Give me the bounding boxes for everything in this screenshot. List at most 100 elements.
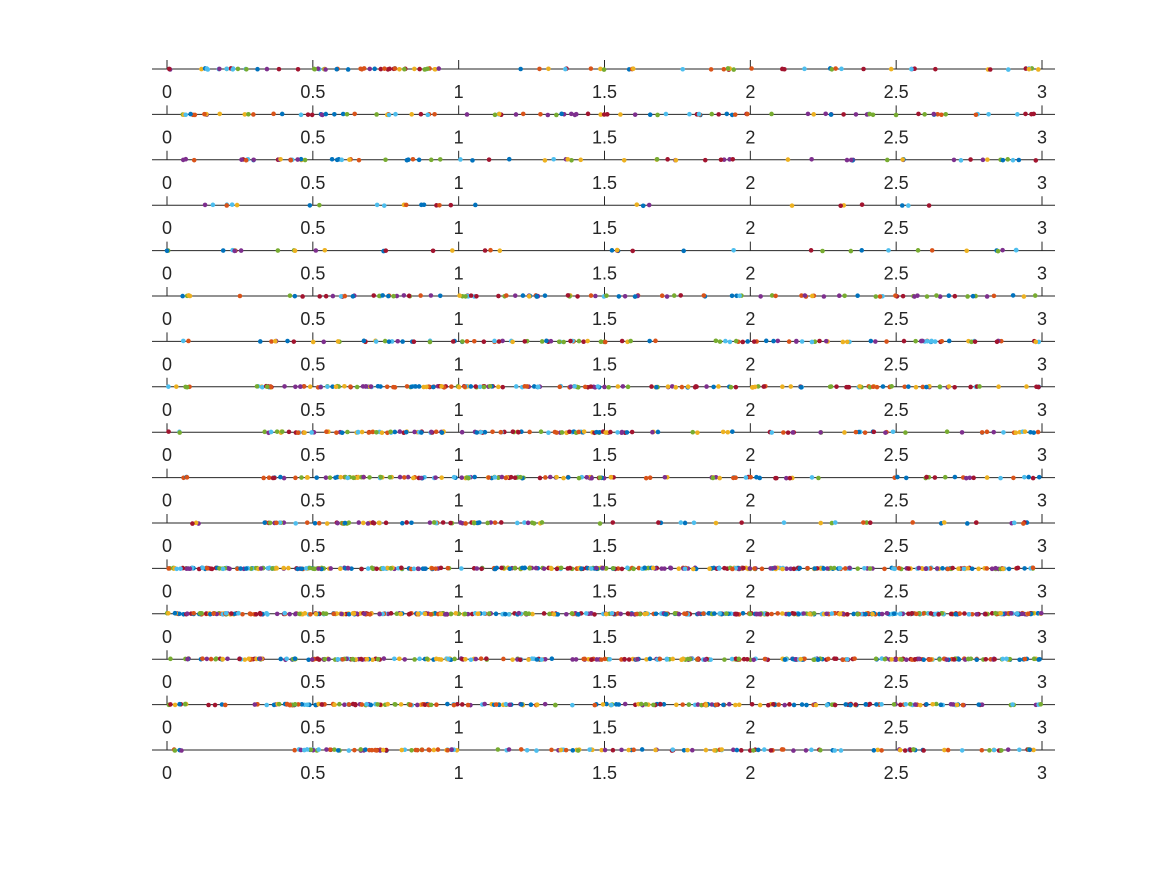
data-point: [561, 475, 566, 481]
data-point: [386, 293, 391, 299]
data-point: [266, 475, 272, 481]
data-point: [933, 66, 938, 72]
data-point: [379, 430, 385, 435]
data-point: [300, 294, 305, 299]
data-point: [419, 747, 425, 753]
x-tick-label: 1.5: [592, 491, 617, 511]
data-point: [448, 202, 454, 208]
data-point: [668, 565, 674, 571]
data-point: [383, 248, 389, 253]
data-point: [662, 566, 667, 571]
data-point: [609, 702, 614, 708]
data-point: [938, 702, 944, 708]
data-point: [296, 702, 301, 707]
data-point: [952, 293, 958, 299]
data-point: [1031, 430, 1037, 435]
data-point: [1010, 702, 1015, 707]
data-point: [204, 566, 210, 571]
x-tick-label: 0: [162, 672, 172, 692]
data-point: [959, 748, 965, 753]
data-point: [625, 565, 630, 571]
data-point: [281, 475, 287, 481]
data-point: [803, 748, 809, 753]
data-point: [340, 111, 346, 117]
data-point: [554, 566, 560, 572]
x-tick-label: 1: [454, 218, 464, 238]
data-point: [332, 111, 337, 117]
data-point: [721, 702, 726, 708]
data-point: [903, 702, 909, 707]
data-point: [458, 157, 463, 162]
data-point: [965, 294, 970, 299]
data-point: [284, 656, 289, 662]
data-point: [365, 566, 371, 571]
data-point: [673, 157, 679, 163]
x-tick-label: 0: [162, 309, 172, 329]
data-point: [1021, 294, 1027, 299]
data-point: [848, 157, 854, 163]
data-point: [520, 293, 526, 298]
data-point: [937, 294, 943, 299]
data-point: [475, 520, 480, 526]
data-point: [235, 566, 240, 571]
data-point: [1008, 611, 1014, 616]
data-point: [309, 112, 315, 118]
data-point: [206, 702, 211, 708]
data-point: [478, 429, 484, 435]
data-point: [867, 520, 873, 526]
data-point: [614, 702, 619, 707]
data-point: [913, 702, 918, 707]
data-point: [871, 748, 877, 753]
data-point: [346, 748, 352, 753]
data-point: [172, 702, 178, 708]
data-point: [324, 521, 330, 526]
data-point: [244, 66, 249, 72]
data-point: [292, 702, 298, 707]
data-point: [317, 294, 323, 299]
data-point: [527, 566, 532, 571]
data-point: [781, 430, 786, 435]
data-point: [844, 157, 850, 163]
data-point: [946, 384, 952, 389]
data-point: [570, 657, 575, 662]
data-point: [1019, 611, 1025, 617]
x-tick-label: 0: [162, 82, 172, 102]
data-point: [1033, 158, 1039, 163]
data-point: [654, 156, 660, 162]
x-tick-label: 2: [745, 218, 755, 238]
data-point: [567, 565, 573, 571]
strip-row: 0 0.5 1 1.5 2 2.5 3: [152, 650, 1055, 692]
strip-row: 0 0.5 1 1.5 2 2.5 3: [152, 105, 1055, 147]
data-point: [719, 747, 725, 752]
data-point: [604, 701, 609, 707]
data-point: [367, 66, 373, 72]
data-point: [520, 565, 525, 571]
data-point: [270, 566, 275, 571]
data-point: [926, 203, 932, 208]
data-point: [941, 520, 947, 525]
x-tick-label: 2: [745, 672, 755, 692]
data-point: [840, 339, 846, 345]
data-point: [592, 612, 597, 617]
data-point: [293, 475, 298, 481]
data-point: [225, 566, 231, 571]
data-point: [1036, 384, 1041, 390]
data-point: [840, 657, 846, 663]
data-point: [825, 656, 831, 662]
data-point: [646, 202, 652, 208]
data-point: [242, 112, 248, 117]
data-point: [622, 701, 628, 707]
data-point: [687, 656, 693, 662]
data-point: [224, 66, 229, 72]
data-point: [184, 384, 190, 390]
data-point: [418, 475, 424, 481]
data-point: [726, 701, 732, 707]
x-tick-label: 1.5: [592, 627, 617, 647]
data-point: [798, 656, 804, 662]
data-point: [172, 748, 178, 753]
data-point: [960, 702, 966, 708]
data-point: [529, 656, 535, 661]
data-point: [855, 612, 860, 617]
data-point: [608, 429, 613, 435]
data-point: [463, 294, 468, 299]
